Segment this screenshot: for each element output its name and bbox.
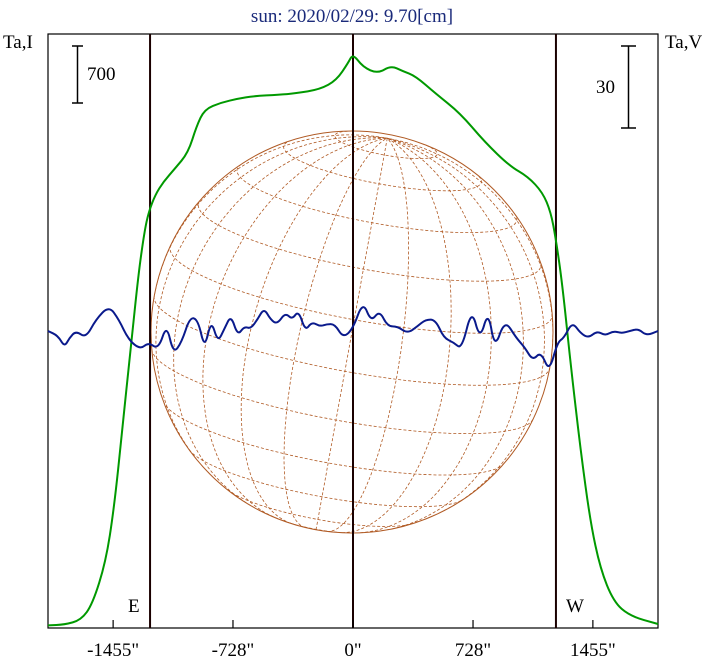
- left-scale-bar: 700: [72, 45, 116, 104]
- disk-meridian: [376, 137, 524, 532]
- disk-parallel: [151, 349, 534, 434]
- disk-meridian: [387, 137, 553, 382]
- disk-parallel: [169, 244, 553, 334]
- chart-title: sun: 2020/02/29: 9.70[cm]: [251, 6, 453, 27]
- disk-parallel: [163, 401, 505, 476]
- right-scale-bar-label: 30: [596, 77, 615, 98]
- disk-parallel: [227, 489, 413, 527]
- disk-parallel: [280, 519, 353, 533]
- disk-parallel: [334, 131, 438, 159]
- disk-meridian: [240, 137, 388, 526]
- x-tick-label: -1455": [87, 640, 139, 661]
- right-axis-label: Ta,V: [665, 32, 702, 53]
- disk-meridian: [155, 136, 388, 475]
- x-tick-label: 0": [344, 640, 361, 661]
- right-scale-bar: 30: [596, 45, 636, 129]
- disk-meridian: [355, 137, 492, 533]
- disk-parallel: [153, 295, 551, 386]
- disk-meridian: [283, 137, 388, 528]
- limb-label-west: W: [566, 596, 584, 617]
- x-axis: -1455" -728" 0" 728" 1455": [87, 620, 616, 661]
- disk-parallel: [188, 449, 463, 508]
- disk-parallel: [283, 139, 482, 192]
- disk-meridian: [387, 137, 545, 516]
- x-tick-label: -728": [212, 640, 255, 661]
- limb-lines: [149, 34, 557, 628]
- disk-meridian: [336, 137, 452, 533]
- left-axis-label: Ta,I: [3, 32, 33, 53]
- x-tick-label: 1455": [570, 640, 616, 661]
- disk-meridian: [173, 137, 388, 511]
- limb-label-east: E: [128, 596, 140, 617]
- disk-grid: [151, 131, 553, 533]
- left-scale-bar-label: 700: [87, 64, 116, 85]
- disk-parallel: [197, 200, 542, 282]
- disk-parallel: [236, 163, 518, 233]
- series-line-stokes-v: [47, 306, 659, 367]
- x-tick-label: 728": [455, 640, 491, 661]
- disk-meridian: [151, 134, 388, 310]
- series-line-stokes-i: [47, 55, 659, 627]
- disk-meridian: [202, 137, 388, 520]
- disk-meridian: [315, 138, 388, 530]
